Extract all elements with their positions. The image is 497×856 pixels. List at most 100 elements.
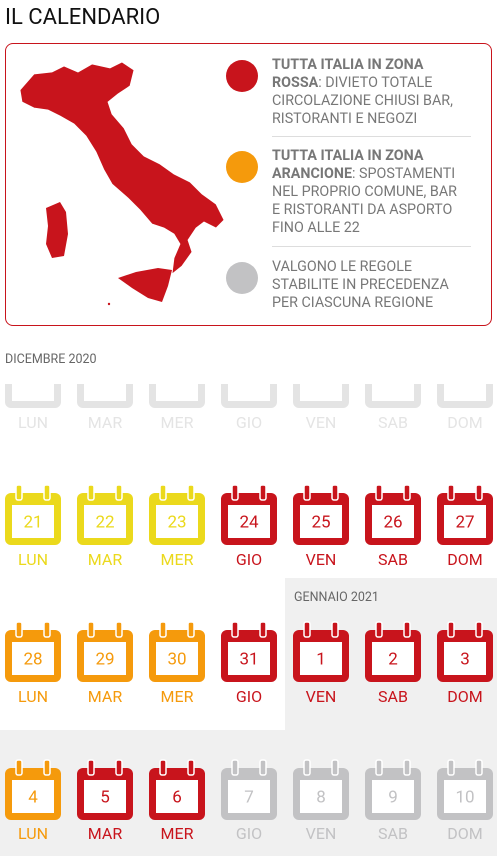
calendar-icon: 1: [293, 621, 349, 682]
day-number: 28: [23, 649, 42, 669]
legend-bold: TUTTA ITALIA IN ZONA ARANCIONE: [272, 148, 424, 182]
calendar-ring: [159, 759, 167, 776]
calendar-page: [156, 505, 198, 538]
calendar-page: [156, 384, 198, 401]
weekday-label: VEN: [306, 550, 337, 569]
calendar-page: [300, 384, 342, 401]
calendar-icon: 6: [149, 759, 205, 820]
calendar-ring: [260, 348, 266, 363]
weekday-label: DOM: [447, 824, 482, 843]
italy-map: [19, 61, 225, 306]
calendar-ring: [404, 348, 410, 363]
weekday-label: DOM: [447, 550, 482, 569]
calendar-icon: 10: [437, 759, 493, 820]
weekday-label: SAB: [378, 550, 408, 569]
calendar-ring: [188, 348, 194, 363]
calendar-ring: [448, 348, 454, 363]
weekday-label: MER: [161, 550, 194, 569]
calendar-ring: [259, 759, 267, 776]
day-number: 30: [167, 649, 186, 669]
calendar-page: [228, 780, 270, 813]
weekday-label: SAB: [378, 687, 408, 706]
calendar-ring: [259, 484, 267, 501]
calendar-ring: [303, 621, 311, 638]
title: IL CALENDARIO: [5, 5, 161, 30]
calendar-ring: [475, 621, 483, 638]
calendar-page: [444, 384, 486, 401]
calendar-icon: 31: [221, 621, 277, 682]
weekday-label: GIO: [236, 824, 262, 843]
calendar-ring: [232, 348, 238, 363]
calendar-page: [228, 642, 270, 675]
calendar-ring: [159, 484, 167, 501]
calendar-page: [84, 642, 126, 675]
calendar-ring: [331, 759, 339, 776]
legend-dot: [226, 262, 258, 294]
calendar-icon: [365, 348, 421, 408]
day-number: 3: [460, 649, 470, 669]
day-number: 31: [239, 649, 258, 669]
calendar-page: [12, 384, 54, 401]
calendar-ring: [231, 759, 239, 776]
legend-text: : DIVIETO TOTALE CIRCOLAZIONE CHIUSI BAR…: [272, 75, 453, 127]
calendar-page: [84, 780, 126, 813]
weekday-label: DOM: [447, 687, 482, 706]
weekday-label: MAR: [88, 413, 123, 432]
calendar-icon: [5, 348, 61, 408]
calendar-ring: [375, 621, 383, 638]
calendar-ring: [87, 621, 95, 638]
calendar-icon: 23: [149, 484, 205, 545]
calendar-ring: [303, 484, 311, 501]
month-label: GENNAIO 2021: [294, 590, 379, 605]
day-number: 7: [244, 787, 254, 807]
calendar-ring: [16, 348, 22, 363]
day-number: 22: [95, 512, 114, 532]
separator: [272, 136, 471, 137]
weekday-label: GIO: [236, 413, 262, 432]
calendar-icon: 24: [221, 484, 277, 545]
weekday-label: VEN: [306, 824, 337, 843]
calendar-page: [444, 642, 486, 675]
calendar-ring: [231, 621, 239, 638]
weekday-label: MAR: [88, 824, 123, 843]
calendar-page: [300, 642, 342, 675]
weekday-label: DOM: [447, 413, 482, 432]
weekday-label: LUN: [18, 550, 48, 569]
calendar-ring: [44, 348, 50, 363]
calendar-ring: [376, 348, 382, 363]
day-number: 23: [167, 512, 186, 532]
day-number: 9: [388, 787, 398, 807]
day-number: 8: [316, 787, 326, 807]
calendar-ring: [115, 759, 123, 776]
calendar-ring: [475, 484, 483, 501]
calendar-ring: [15, 759, 23, 776]
calendar-ring: [475, 759, 483, 776]
calendar-icon: [293, 384, 349, 408]
calendar-ring: [87, 484, 95, 501]
calendar-ring: [187, 759, 195, 776]
calendar-page: [300, 780, 342, 813]
day-number: 21: [23, 512, 42, 532]
calendar-ring: [375, 759, 383, 776]
calendar-ring: [403, 484, 411, 501]
separator: [272, 246, 471, 247]
weekday-label: GIO: [236, 687, 262, 706]
calendar-icon: 30: [149, 621, 205, 682]
calendar-icon: 9: [365, 759, 421, 820]
weekday-label: LUN: [18, 824, 48, 843]
calendar-page: [12, 505, 54, 538]
calendar-ring: [331, 484, 339, 501]
calendar-page: [444, 780, 486, 813]
calendar-ring: [115, 621, 123, 638]
weekday-label: SAB: [378, 824, 408, 843]
calendar-ring: [159, 621, 167, 638]
calendar-page: [372, 780, 414, 813]
weekday-label: MER: [161, 687, 194, 706]
calendar-ring: [187, 621, 195, 638]
weekday-label: MER: [161, 824, 194, 843]
calendar-ring: [43, 759, 51, 776]
calendar-ring: [447, 484, 455, 501]
day-number: 24: [239, 512, 259, 532]
day-number: 26: [383, 512, 402, 532]
calendar-page: [156, 780, 198, 813]
